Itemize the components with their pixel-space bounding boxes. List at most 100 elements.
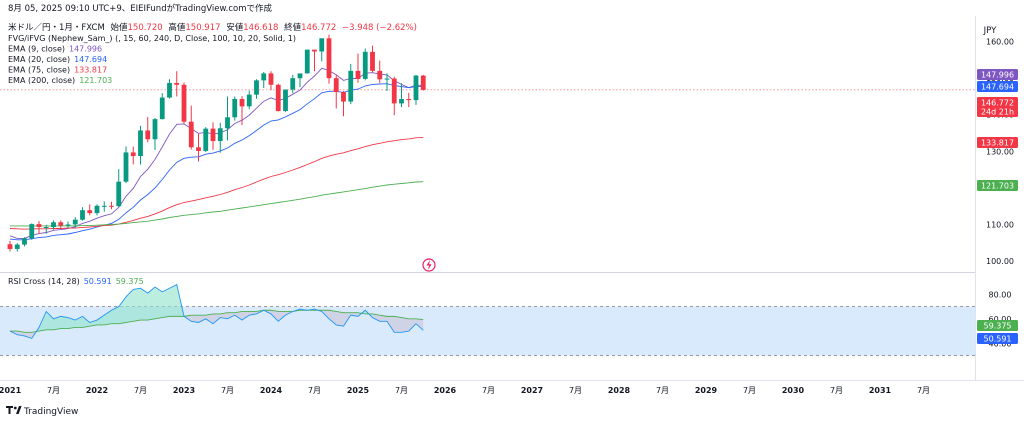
- price-tick-label: 160.00: [986, 38, 1014, 47]
- high-label: 高値: [168, 22, 186, 33]
- indicator-label: FVG/iFVG (Nephew_Sam_) (, 15, 60, 240, D…: [8, 34, 296, 43]
- time-tick-label: 2027: [521, 386, 543, 395]
- candle: [87, 204, 93, 216]
- open-value: 150.720: [128, 23, 163, 33]
- indicator-legend-item: FVG/iFVG (Nephew_Sam_) (, 15, 60, 240, D…: [8, 34, 296, 43]
- candle: [362, 48, 368, 81]
- indicator-value: 147.694: [74, 55, 107, 64]
- lightning-icon[interactable]: [422, 258, 436, 272]
- rsi-cross-fill: [329, 310, 337, 325]
- candle-body: [203, 128, 209, 151]
- candle: [196, 133, 201, 162]
- candle: [246, 90, 252, 110]
- rsi-cross-fill: [213, 313, 221, 324]
- rsi-cross-fill: [82, 316, 90, 328]
- candle: [406, 92, 412, 108]
- candle: [109, 201, 114, 210]
- candle: [399, 83, 404, 108]
- price-badge-value: 147.694: [981, 83, 1014, 92]
- rsi-cross-fill: [126, 289, 134, 323]
- time-tick-label: 7月: [308, 386, 321, 395]
- rsi-cross-fill: [278, 311, 286, 322]
- candle-body: [14, 244, 20, 249]
- time-tick-label: 7月: [47, 386, 60, 395]
- rsi-cross-fill: [89, 320, 97, 327]
- candle-body: [130, 152, 136, 157]
- time-tick-label: 7月: [221, 386, 234, 395]
- time-tick-label: 7月: [134, 386, 147, 395]
- candle: [181, 82, 187, 124]
- low-value: 146.618: [243, 23, 278, 33]
- rsi-cross-fill: [155, 287, 163, 319]
- candle: [51, 220, 56, 230]
- rsi-cross-fill: [24, 332, 32, 339]
- candle-body: [254, 80, 259, 95]
- rsi-line-28: [10, 309, 424, 333]
- candle: [370, 45, 375, 73]
- candle-body: [181, 84, 187, 122]
- time-tick-label: 2026: [434, 386, 457, 395]
- snapshot-line: 8月 05, 2025 09:10 UTC+9、EIEIFundがTrading…: [8, 3, 273, 14]
- candle: [138, 125, 143, 165]
- time-axis[interactable]: 2021 7月 2022 7月 2023 7月 2024 7月 2025 7月 2026 7月 2027…: [0, 386, 930, 395]
- rsi-cross-fill: [60, 316, 68, 329]
- candle-body: [239, 99, 245, 107]
- indicator-value: 133.817: [74, 66, 107, 75]
- rsi-cross-fill: [133, 288, 141, 322]
- candle-body: [145, 130, 151, 140]
- candle: [101, 201, 107, 212]
- candle: [232, 96, 238, 121]
- candle-body: [261, 73, 267, 81]
- price-badge-value: 133.817: [981, 139, 1014, 148]
- price-pane[interactable]: [0, 34, 975, 252]
- rsi-badge-value: 50.591: [984, 335, 1012, 344]
- indicator-value: 147.996: [69, 45, 102, 54]
- rsi-cross-fill: [401, 317, 409, 333]
- candle-body: [362, 51, 368, 79]
- time-tick-label: 2023: [173, 386, 195, 395]
- rsi-cross-fill: [387, 316, 395, 333]
- ema-line-1: [9, 83, 424, 241]
- rsi-cross-fill: [336, 311, 344, 327]
- rsi-badge: [977, 320, 1018, 331]
- rsi-cross-fill: [75, 316, 83, 328]
- candle: [377, 60, 383, 83]
- price-badge: [977, 97, 1018, 117]
- candle: [297, 73, 303, 87]
- candle-body: [80, 210, 85, 220]
- rsi-cross-fill: [97, 315, 105, 325]
- candle: [225, 96, 230, 141]
- candle: [43, 224, 49, 234]
- candle-body: [283, 89, 288, 112]
- rsi-cross-fill: [118, 296, 126, 324]
- rsi-line-14: [9, 283, 424, 339]
- candle-body: [72, 219, 78, 225]
- candle-body: [413, 75, 419, 101]
- candle: [94, 204, 100, 216]
- candle-body: [225, 117, 230, 129]
- candle: [268, 71, 274, 91]
- candle: [123, 146, 129, 184]
- candle-body: [123, 152, 129, 182]
- candle: [167, 79, 172, 99]
- candle-body: [406, 99, 412, 101]
- candle: [7, 240, 13, 252]
- indicator-legend-item: EMA (9, close) 147.996: [8, 45, 102, 54]
- indicator-label: EMA (75, close): [8, 66, 70, 75]
- rsi-cross-fill: [416, 318, 424, 331]
- candle: [413, 74, 419, 105]
- time-tick-label: 2030: [782, 386, 805, 395]
- rsi-cross-fill: [147, 287, 155, 321]
- rsi-cross-fill: [379, 315, 387, 322]
- price-tick-label: 110.00: [986, 220, 1014, 229]
- close-label: 終値: [284, 22, 302, 33]
- candle-body: [138, 130, 143, 157]
- candle-body: [22, 238, 27, 245]
- time-tick-label: 2021: [0, 386, 22, 395]
- rsi-cross-fill: [104, 310, 112, 325]
- rsi-cross-fill: [162, 288, 170, 318]
